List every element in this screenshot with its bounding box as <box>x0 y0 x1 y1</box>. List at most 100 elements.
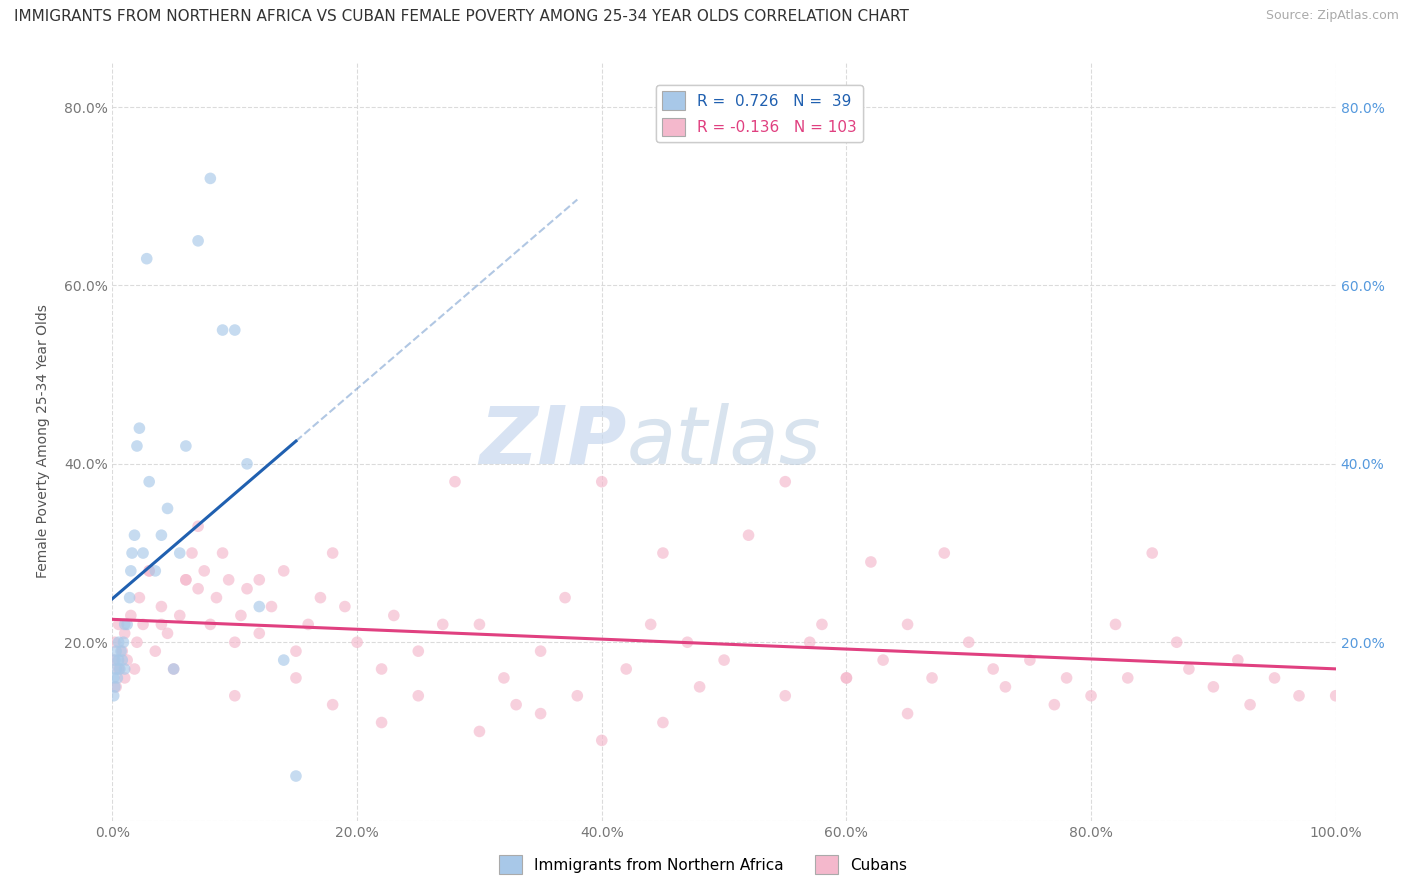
Point <box>835 671 858 685</box>
Point <box>799 635 821 649</box>
Point <box>468 617 491 632</box>
Point <box>200 617 222 632</box>
Point <box>224 635 246 649</box>
Point <box>284 644 308 658</box>
Point <box>150 528 173 542</box>
Point <box>187 519 209 533</box>
Point <box>981 662 1004 676</box>
Point <box>811 617 834 632</box>
Point <box>247 599 270 614</box>
Point <box>104 680 127 694</box>
Point <box>1202 680 1225 694</box>
Point <box>115 617 138 632</box>
Point <box>1178 662 1201 676</box>
Point <box>156 626 179 640</box>
Point <box>112 635 135 649</box>
Point <box>181 546 204 560</box>
Point <box>224 323 246 337</box>
Point <box>1104 617 1126 632</box>
Point <box>138 475 160 489</box>
Point <box>1264 671 1286 685</box>
Point <box>128 421 150 435</box>
Point <box>322 546 344 560</box>
Point <box>107 617 129 632</box>
Point <box>1056 671 1078 685</box>
Point <box>105 671 128 685</box>
Point <box>260 599 283 614</box>
Point <box>640 617 662 632</box>
Point <box>124 662 146 676</box>
Point <box>211 546 233 560</box>
Point <box>370 715 392 730</box>
Point <box>297 617 319 632</box>
Point <box>218 573 240 587</box>
Point <box>1018 653 1040 667</box>
Point <box>284 671 308 685</box>
Point <box>107 662 129 676</box>
Point <box>110 644 132 658</box>
Point <box>107 635 129 649</box>
Point <box>236 457 259 471</box>
Point <box>174 573 197 587</box>
Point <box>114 626 136 640</box>
Point <box>247 626 270 640</box>
Point <box>309 591 332 605</box>
Point <box>105 644 128 658</box>
Point <box>322 698 344 712</box>
Point <box>333 599 356 614</box>
Point <box>205 591 228 605</box>
Point <box>529 706 551 721</box>
Point <box>103 671 125 685</box>
Point <box>125 439 148 453</box>
Point <box>689 680 711 694</box>
Point <box>505 698 527 712</box>
Point <box>897 706 920 721</box>
Point <box>492 671 515 685</box>
Text: atlas: atlas <box>626 402 821 481</box>
Point <box>408 644 430 658</box>
Point <box>128 591 150 605</box>
Point <box>104 635 127 649</box>
Point <box>1288 689 1310 703</box>
Point <box>1324 689 1347 703</box>
Point <box>775 475 797 489</box>
Point <box>118 591 141 605</box>
Point <box>921 671 943 685</box>
Point <box>169 546 191 560</box>
Point <box>138 564 160 578</box>
Point <box>370 662 392 676</box>
Point <box>150 617 173 632</box>
Point <box>163 662 186 676</box>
Point <box>591 733 613 747</box>
Point <box>408 689 430 703</box>
Point <box>468 724 491 739</box>
Point <box>114 617 136 632</box>
Point <box>567 689 589 703</box>
Point <box>229 608 252 623</box>
Point <box>169 608 191 623</box>
Point <box>107 653 129 667</box>
Point <box>775 689 797 703</box>
Point <box>994 680 1017 694</box>
Point <box>187 582 209 596</box>
Point <box>591 475 613 489</box>
Point <box>163 662 186 676</box>
Point <box>247 573 270 587</box>
Point <box>676 635 699 649</box>
Point <box>835 671 858 685</box>
Point <box>211 323 233 337</box>
Point <box>132 617 155 632</box>
Point <box>1239 698 1261 712</box>
Point <box>224 689 246 703</box>
Text: IMMIGRANTS FROM NORTHERN AFRICA VS CUBAN FEMALE POVERTY AMONG 25-34 YEAR OLDS CO: IMMIGRANTS FROM NORTHERN AFRICA VS CUBAN… <box>14 9 908 24</box>
Point <box>957 635 980 649</box>
Point <box>614 662 637 676</box>
Point <box>1116 671 1139 685</box>
Point <box>859 555 882 569</box>
Point <box>934 546 956 560</box>
Point <box>125 635 148 649</box>
Point <box>114 671 136 685</box>
Point <box>193 564 215 578</box>
Point <box>115 653 138 667</box>
Point <box>138 564 160 578</box>
